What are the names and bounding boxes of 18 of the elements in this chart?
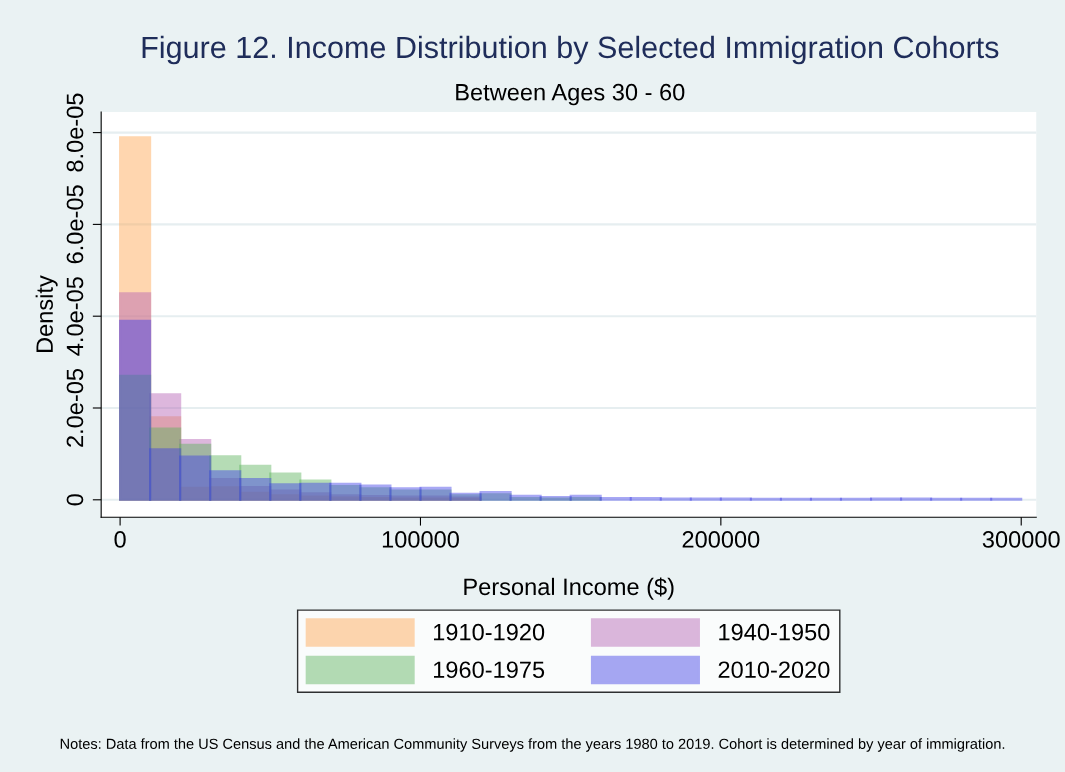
legend-label: 2010-2020 bbox=[718, 661, 830, 679]
y-tick-label: 6.0e-05 bbox=[66, 185, 84, 264]
x-tick-label: 300000 bbox=[982, 531, 1060, 548]
y-tick-label: 0 bbox=[66, 494, 84, 506]
x-axis-title: Personal Income ($) bbox=[464, 577, 674, 600]
legend-label: 1960-1975 bbox=[434, 661, 545, 679]
chart-subtitle: Between Ages 30 - 60 bbox=[456, 83, 685, 106]
y-axis-title: Density bbox=[35, 275, 58, 353]
chart-title: Figure 12. Income Distribution by Selected Immigration Cohorts bbox=[142, 35, 999, 65]
y-tick-label: 8.0e-05 bbox=[66, 93, 84, 172]
legend-label: 1910-1920 bbox=[434, 623, 545, 641]
text: Notes: Data from the US Census and the American Community Surveys from the years 1980 to 2019. Cohort is determined by year of immigration. bbox=[60, 738, 1005, 752]
y-tick-label: 2.0e-05 bbox=[66, 368, 84, 447]
x-tick-label: 100000 bbox=[382, 531, 459, 548]
y-tick-label: 4.0e-05 bbox=[66, 277, 84, 356]
x-tick-label: 0 bbox=[114, 531, 126, 548]
legend-label: 1940-1950 bbox=[719, 623, 830, 641]
x-tick-label: 200000 bbox=[682, 531, 760, 548]
